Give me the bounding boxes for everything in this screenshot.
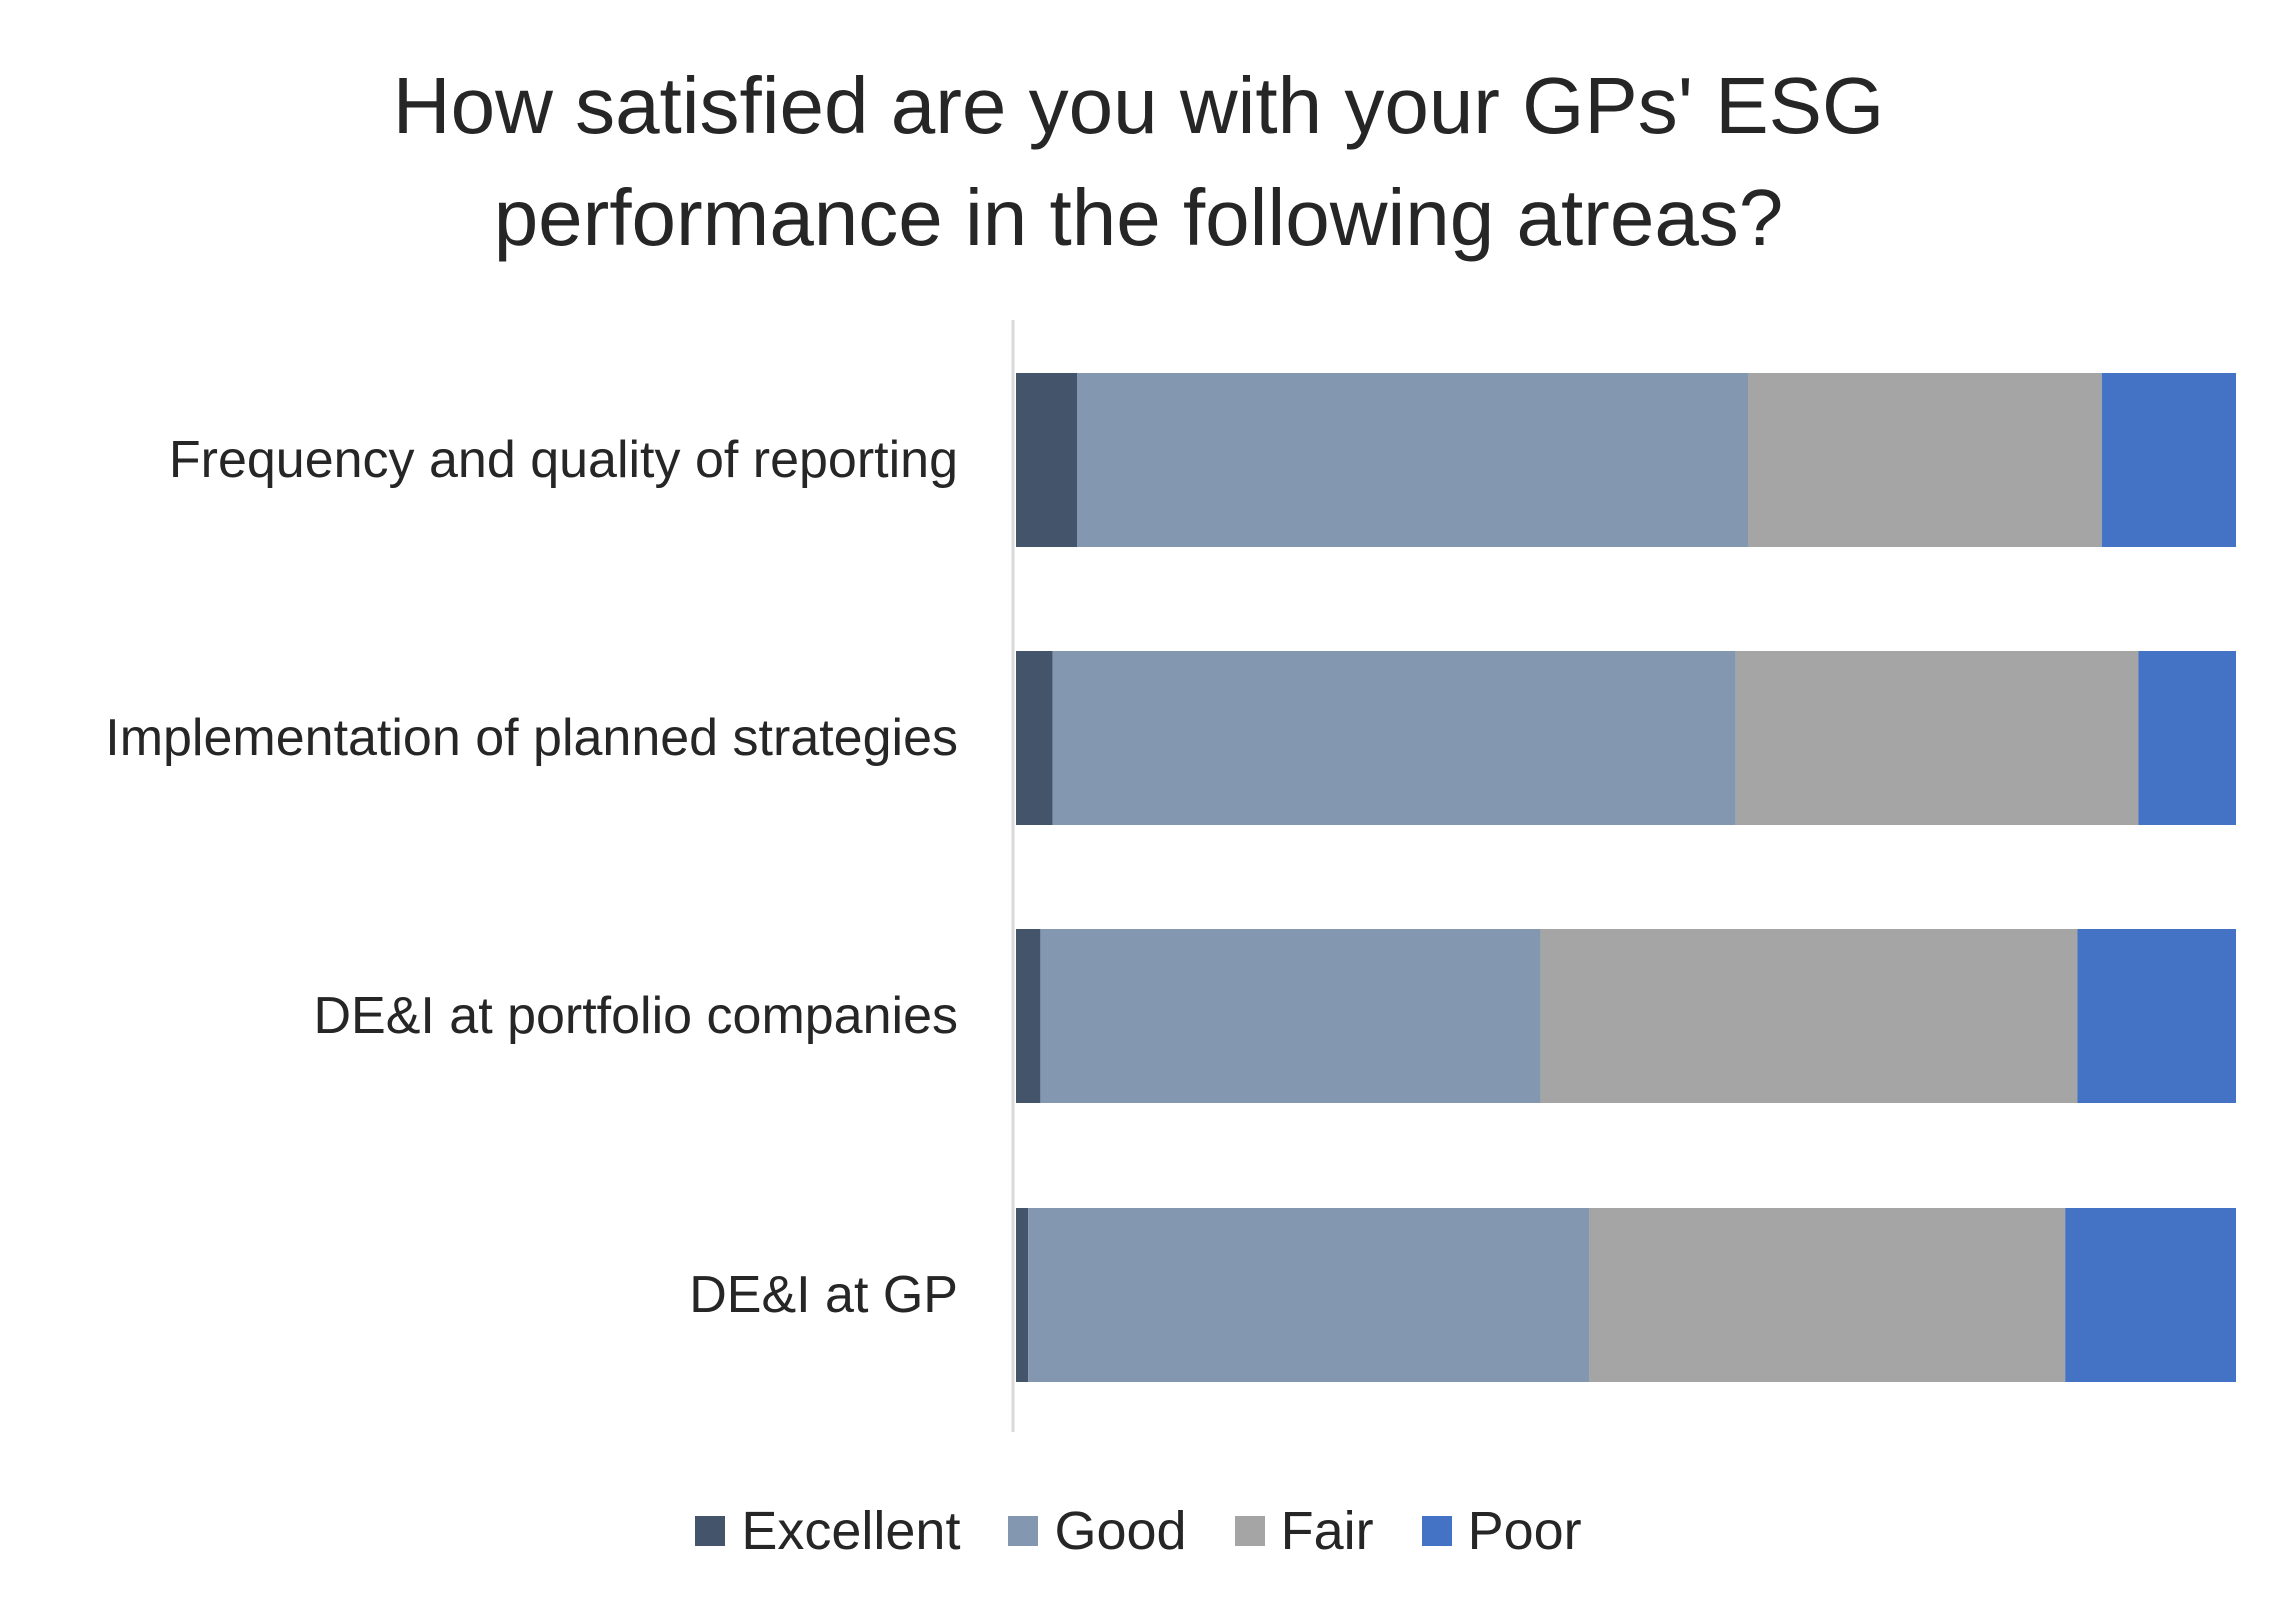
bar-segment-poor-4 xyxy=(2065,1208,2236,1382)
legend-swatch-good xyxy=(1008,1516,1039,1546)
bar-segment-excellent-4 xyxy=(1016,1208,1029,1382)
legend-label-excellent: Excellent xyxy=(741,1501,961,1561)
bar-segment-poor-3 xyxy=(2077,929,2236,1103)
bar-segment-good-1 xyxy=(1077,373,1748,547)
bar-segment-poor-1 xyxy=(2101,373,2236,547)
bar-segment-good-2 xyxy=(1052,651,1736,825)
legend-label-fair: Fair xyxy=(1280,1501,1374,1561)
legend-item-excellent: Excellent xyxy=(695,1500,960,1562)
legend-label-good: Good xyxy=(1054,1501,1187,1561)
legend-item-good: Good xyxy=(1008,1500,1187,1562)
chart-title: How satisfied are you with your GPs' ESG… xyxy=(0,50,2277,274)
category-labels: Frequency and quality of reporting Implem… xyxy=(105,431,958,1324)
bar-segment-excellent-1 xyxy=(1016,373,1077,547)
category-label-3: DE&I at portfolio companies xyxy=(313,987,958,1045)
bar-segment-fair-4 xyxy=(1589,1208,2066,1382)
legend-item-fair: Fair xyxy=(1234,1500,1374,1562)
legend-label-poor: Poor xyxy=(1467,1501,1582,1561)
legend-swatch-excellent xyxy=(695,1516,726,1546)
bar-segment-poor-2 xyxy=(2138,651,2236,825)
bar-segment-fair-1 xyxy=(1748,373,2102,547)
legend-item-poor: Poor xyxy=(1421,1500,1582,1562)
bars-group xyxy=(1016,373,2236,1382)
bar-segment-fair-3 xyxy=(1540,929,2078,1103)
legend-swatch-poor xyxy=(1421,1516,1452,1546)
bar-segment-excellent-3 xyxy=(1016,929,1041,1103)
bar-segment-good-4 xyxy=(1028,1208,1590,1382)
chart-title-line-1: How satisfied are you with your GPs' ESG xyxy=(392,61,1885,150)
chart-title-line-2: performance in the following atreas? xyxy=(493,173,1784,262)
category-label-1: Frequency and quality of reporting xyxy=(169,431,958,489)
bar-segment-fair-2 xyxy=(1735,651,2139,825)
bar-segment-good-3 xyxy=(1040,929,1541,1103)
category-label-4: DE&I at GP xyxy=(689,1266,958,1324)
category-label-2: Implementation of planned strategies xyxy=(105,709,958,767)
bar-segment-excellent-2 xyxy=(1016,651,1053,825)
legend: Excellent Good Fair Poor xyxy=(0,1500,2277,1562)
legend-swatch-fair xyxy=(1234,1516,1265,1546)
